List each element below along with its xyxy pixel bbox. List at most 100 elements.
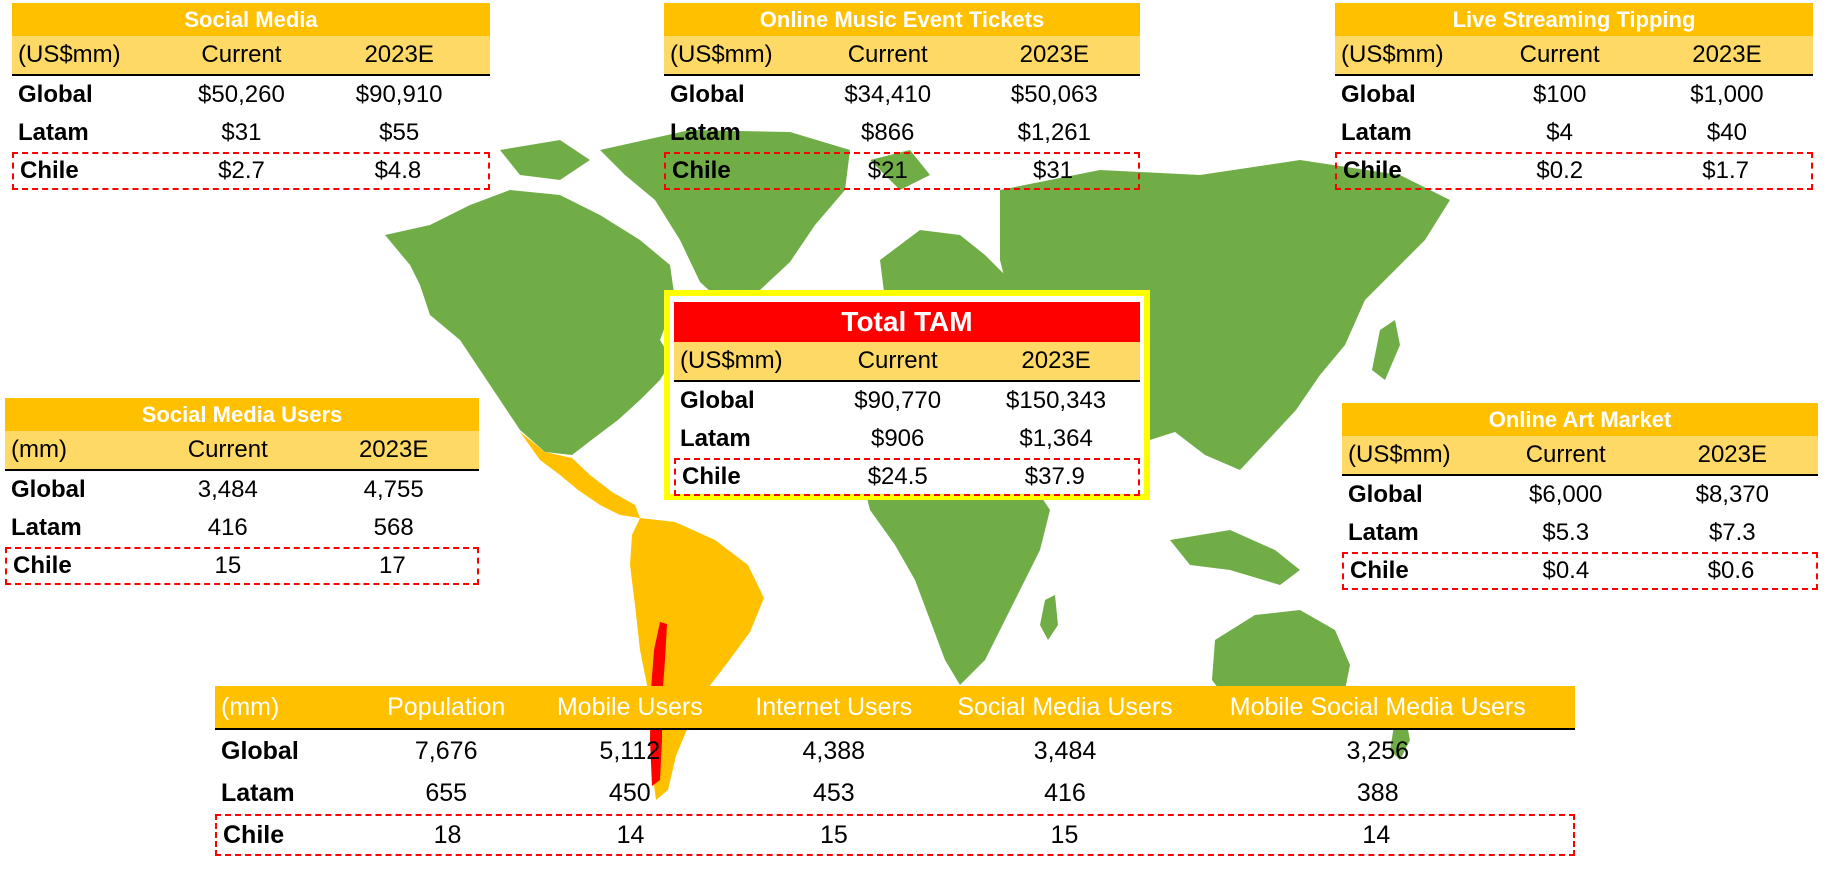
current-value: $906: [870, 425, 925, 452]
table-header-row: (US$mm) Current 2023E: [674, 342, 1140, 382]
current-header: Current: [201, 41, 282, 68]
current-value: $21: [867, 157, 908, 184]
forecast-value: $0.6: [1707, 557, 1755, 584]
mobile-users-header: Mobile Users: [556, 693, 703, 721]
row-label: Latam: [1348, 519, 1419, 546]
table-row-chile: Chile $0.2 $1.7: [1335, 152, 1813, 190]
arctic-islands-shape: [500, 140, 930, 190]
table-row-global: Global $50,260 $90,910: [12, 76, 490, 114]
social-media-users-header: Social Media Users: [957, 693, 1173, 721]
table-title: Social Media: [12, 3, 490, 36]
forecast-value: $1,364: [1019, 425, 1093, 452]
table-row-latam: Latam 655 450 453 416 388: [215, 772, 1575, 814]
forecast-value: $1,261: [1017, 119, 1091, 146]
north-america-shape: [385, 190, 675, 455]
row-label: Global: [1348, 481, 1423, 508]
row-label: Latam: [670, 119, 741, 146]
row-label: Latam: [1341, 119, 1412, 146]
population-header: Population: [387, 693, 506, 721]
mobile-social-media-users-header: Mobile Social Media Users: [1229, 693, 1526, 721]
forecast-value: $55: [379, 119, 420, 146]
row-label: Chile: [1343, 157, 1402, 184]
forecast-header: 2023E: [358, 436, 429, 463]
current-value: 416: [207, 514, 248, 541]
forecast-header: 2023E: [1019, 41, 1089, 68]
forecast-header: 2023E: [1697, 441, 1767, 468]
demographics-table: (mm) Population Mobile Users Internet Us…: [215, 686, 1575, 856]
forecast-value: $1.7: [1702, 157, 1750, 184]
row-label: Chile: [223, 821, 285, 849]
table-row-latam: Latam 416 568: [5, 509, 479, 547]
forecast-value: 17: [379, 552, 406, 579]
music-tickets-table: Online Music Event Tickets (US$mm) Curre…: [664, 3, 1140, 190]
internet-users-value: 453: [812, 779, 855, 807]
japan-shape: [1372, 320, 1400, 380]
internet-users-value: 4,388: [802, 737, 866, 765]
current-value: $0.4: [1542, 557, 1590, 584]
current-value: $4: [1546, 119, 1573, 146]
row-label: Latam: [680, 425, 751, 452]
row-label: Global: [670, 81, 745, 108]
row-label: Latam: [221, 779, 295, 807]
current-value: $0.2: [1536, 157, 1584, 184]
mobile-social-media-users-value: 3,256: [1346, 737, 1410, 765]
current-header: Current: [1525, 441, 1606, 468]
social-users-table: Social Media Users (mm) Current 2023E Gl…: [5, 398, 479, 585]
africa-shape: [860, 440, 1050, 685]
social-media-users-value: 416: [1044, 779, 1086, 807]
row-label: Global: [1341, 81, 1416, 108]
internet-users-header: Internet Users: [755, 693, 913, 721]
population-value: 655: [425, 779, 468, 807]
table-title: Online Art Market: [1342, 403, 1818, 436]
current-header: Current: [857, 347, 938, 374]
row-label: Chile: [1350, 557, 1409, 584]
current-value: 3,484: [197, 476, 258, 503]
table-row-chile: Chile 15 17: [5, 547, 479, 585]
population-value: 7,676: [414, 737, 478, 765]
table-row-global: Global $100 $1,000: [1335, 76, 1813, 114]
population-value: 18: [433, 821, 462, 849]
current-header: Current: [847, 41, 928, 68]
forecast-value: $31: [1032, 157, 1074, 184]
unit-header: (mm): [221, 693, 280, 721]
forecast-value: 568: [373, 514, 414, 541]
forecast-value: $50,063: [1010, 81, 1098, 108]
mobile-users-value: 14: [616, 821, 645, 849]
forecast-header: 2023E: [1692, 41, 1762, 68]
forecast-value: $37.9: [1024, 463, 1085, 490]
table-title: Online Music Event Tickets: [664, 3, 1140, 36]
table-row-latam: Latam $31 $55: [12, 114, 490, 152]
table-title: Total TAM: [674, 302, 1140, 342]
current-value: $24.5: [867, 463, 928, 490]
table-header-row: (mm) Current 2023E: [5, 431, 479, 471]
row-label: Chile: [682, 463, 741, 490]
row-label: Global: [221, 737, 299, 765]
current-value: 15: [214, 552, 242, 579]
table-row-global: Global 7,676 5,112 4,388 3,484 3,256: [215, 730, 1575, 772]
row-label: Global: [680, 387, 755, 414]
central-america-shape: [520, 432, 640, 518]
table-row-chile: Chile $0.4 $0.6: [1342, 552, 1818, 590]
forecast-value: $1,000: [1690, 81, 1764, 108]
table-row-global: Global $34,410 $50,063: [664, 76, 1140, 114]
forecast-value: $8,370: [1695, 481, 1769, 508]
current-value: $100: [1532, 81, 1587, 108]
greenland-shape: [600, 130, 850, 302]
table-row-global: Global $90,770 $150,343: [674, 382, 1140, 420]
mobile-social-media-users-value: 388: [1356, 779, 1399, 807]
row-label: Chile: [672, 157, 731, 184]
current-value: $34,410: [844, 81, 932, 108]
unit-header: (US$mm): [680, 347, 783, 374]
social-media-users-value: 15: [1050, 821, 1079, 849]
table-header-row: (US$mm) Current 2023E: [1342, 436, 1818, 476]
table-row-chile: Chile 18 14 15 15 14: [215, 814, 1575, 856]
row-label: Global: [18, 81, 93, 108]
current-value: $90,770: [854, 387, 942, 414]
table-title: Live Streaming Tipping: [1335, 3, 1813, 36]
forecast-value: $90,910: [355, 81, 443, 108]
table-header-row: (US$mm) Current 2023E: [664, 36, 1140, 76]
current-value: $5.3: [1542, 519, 1590, 546]
unit-header: (mm): [11, 436, 67, 463]
table-row-chile: Chile $2.7 $4.8: [12, 152, 490, 190]
table-row-latam: Latam $866 $1,261: [664, 114, 1140, 152]
